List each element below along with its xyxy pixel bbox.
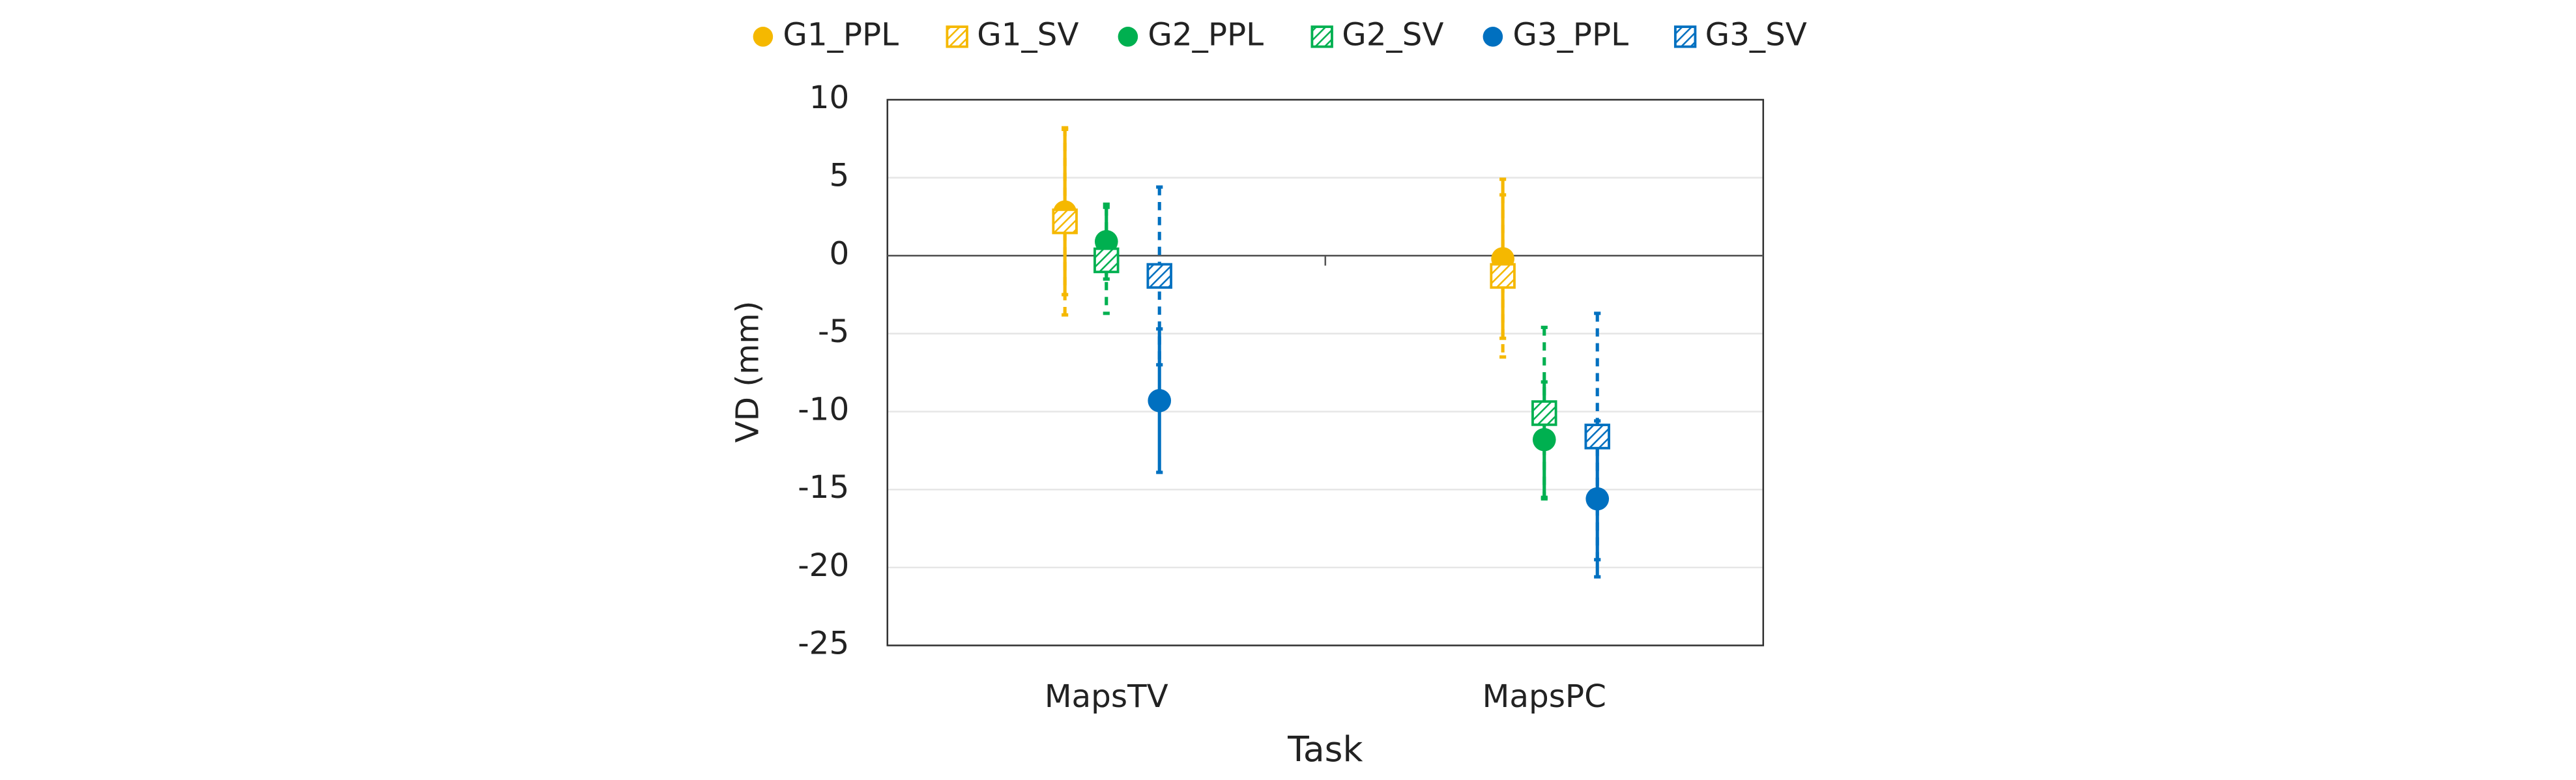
- marker-circle: [1585, 487, 1610, 511]
- legend-label: G1_PPL: [783, 16, 899, 53]
- y-tick-label: -20: [798, 547, 849, 584]
- marker-square: [1093, 247, 1120, 274]
- marker-square: [1490, 263, 1516, 289]
- legend-label: G3_PPL: [1512, 16, 1628, 53]
- legend-label: G1_SV: [977, 16, 1078, 53]
- marker-square: [1052, 208, 1078, 235]
- marker-square: [1584, 424, 1610, 450]
- legend-swatch: [1673, 25, 1697, 48]
- marker-circle: [1532, 427, 1556, 452]
- y-tick-label: 5: [829, 158, 849, 194]
- legend-swatch: [1310, 25, 1333, 48]
- marker-circle: [1148, 389, 1172, 412]
- legend-label: G2_PPL: [1148, 16, 1264, 53]
- x-axis-title: Task: [1287, 729, 1363, 770]
- y-tick-label: -10: [798, 392, 849, 428]
- legend-label: G2_SV: [1342, 16, 1443, 53]
- marker-square: [1531, 400, 1557, 426]
- legend-swatch: [1118, 27, 1138, 47]
- y-tick-label: 0: [829, 235, 849, 272]
- legend-swatch: [1483, 27, 1503, 47]
- x-tick-label: MapsTV: [1045, 678, 1168, 715]
- legend-swatch: [946, 25, 968, 48]
- marker-square: [1146, 263, 1172, 289]
- legend-swatch: [753, 27, 774, 47]
- y-tick-label: -15: [798, 469, 849, 506]
- marker-circle: [1094, 229, 1118, 253]
- legend-label: G3_SV: [1705, 16, 1807, 53]
- y-axis-title: VD (mm): [730, 301, 766, 443]
- plot-border: [886, 98, 1765, 646]
- y-tick-label: -5: [818, 313, 849, 350]
- y-tick-label: 10: [809, 79, 850, 116]
- x-tick-label: MapsPC: [1483, 678, 1606, 715]
- y-tick-label: -25: [798, 625, 849, 661]
